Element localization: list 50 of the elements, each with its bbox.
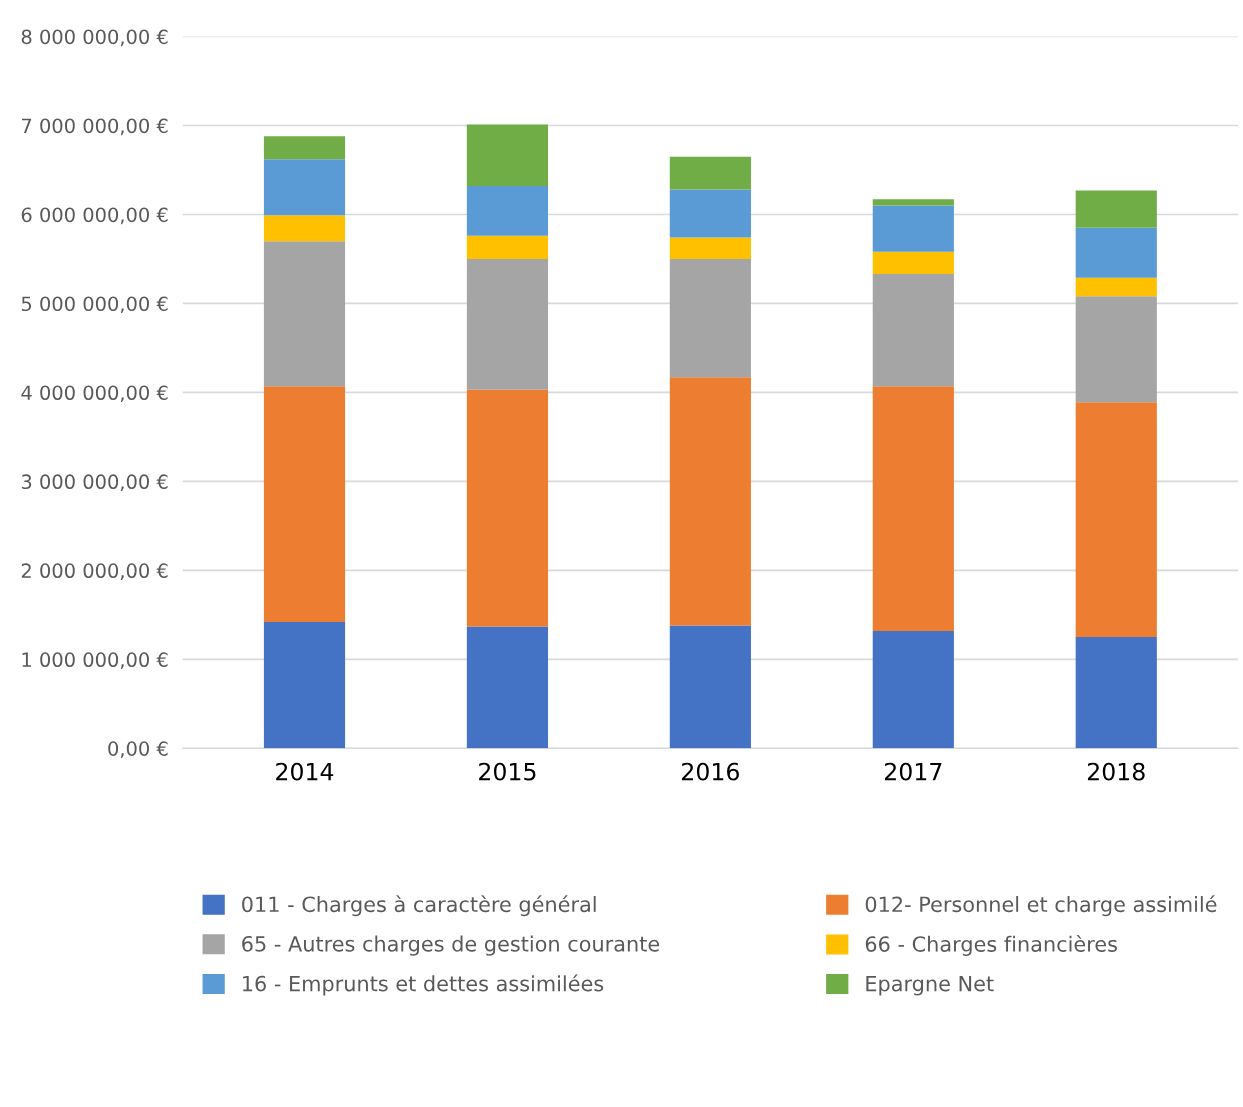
x-tick-label: 2017: [885, 762, 942, 781]
legend-label: 011 - Charges à caractère général: [242, 895, 596, 917]
y-tick-label: 0,00 €: [108, 741, 168, 758]
bar: [466, 626, 549, 749]
bar: [872, 251, 954, 275]
legend-label: 65 - Autres charges de gestion courante: [242, 935, 660, 956]
bar: [263, 136, 346, 160]
y-tick-label: 2 000 000,00 €: [21, 563, 168, 581]
bar: [263, 215, 346, 242]
legend-label: Epargne Net: [866, 975, 994, 996]
bar: [669, 258, 751, 378]
y-tick-label: 8 000 000,00 €: [21, 29, 168, 47]
y-tick-label: 7 000 000,00 €: [21, 118, 168, 136]
bar: [466, 186, 549, 236]
bar: [263, 386, 346, 622]
bar: [872, 630, 954, 749]
x-tick-label: 2018: [1087, 762, 1145, 781]
legend-label: 012- Personnel et charge assimilé: [865, 895, 1217, 917]
bar: [466, 235, 549, 259]
bar: [466, 258, 549, 390]
bar: [669, 625, 751, 749]
bar: [1075, 277, 1157, 297]
bar: [466, 389, 549, 627]
legend-label: 66 - Charges financières: [865, 934, 1117, 956]
bar: [263, 241, 346, 387]
bar: [669, 377, 751, 626]
x-tick-label: 2014: [276, 762, 334, 781]
bar: [872, 199, 954, 206]
y-tick-label: 1 000 000,00 €: [22, 652, 168, 669]
x-tick-label: 2015: [479, 762, 536, 781]
bar: [669, 189, 751, 238]
y-tick-label: 3 000 000,00 €: [21, 474, 168, 492]
bar: [872, 205, 954, 252]
bar: [1075, 402, 1157, 638]
bar: [263, 621, 346, 749]
bar: [872, 386, 954, 631]
bar: [1075, 190, 1157, 228]
y-tick-label: 5 000 000,00 €: [21, 296, 168, 314]
bar: [1075, 296, 1157, 403]
bar: [669, 237, 751, 259]
bar: [872, 274, 954, 387]
bar: [1075, 227, 1157, 278]
x-tick-label: 2016: [682, 762, 739, 781]
legend-label: 16 - Emprunts et dettes assimilées: [243, 974, 604, 996]
y-tick-label: 4 000 000,00 €: [21, 385, 168, 403]
bar: [466, 124, 549, 187]
bar: [669, 156, 751, 190]
y-tick-label: 6 000 000,00 €: [21, 207, 168, 225]
bar: [263, 159, 346, 216]
bar: [1075, 637, 1157, 749]
